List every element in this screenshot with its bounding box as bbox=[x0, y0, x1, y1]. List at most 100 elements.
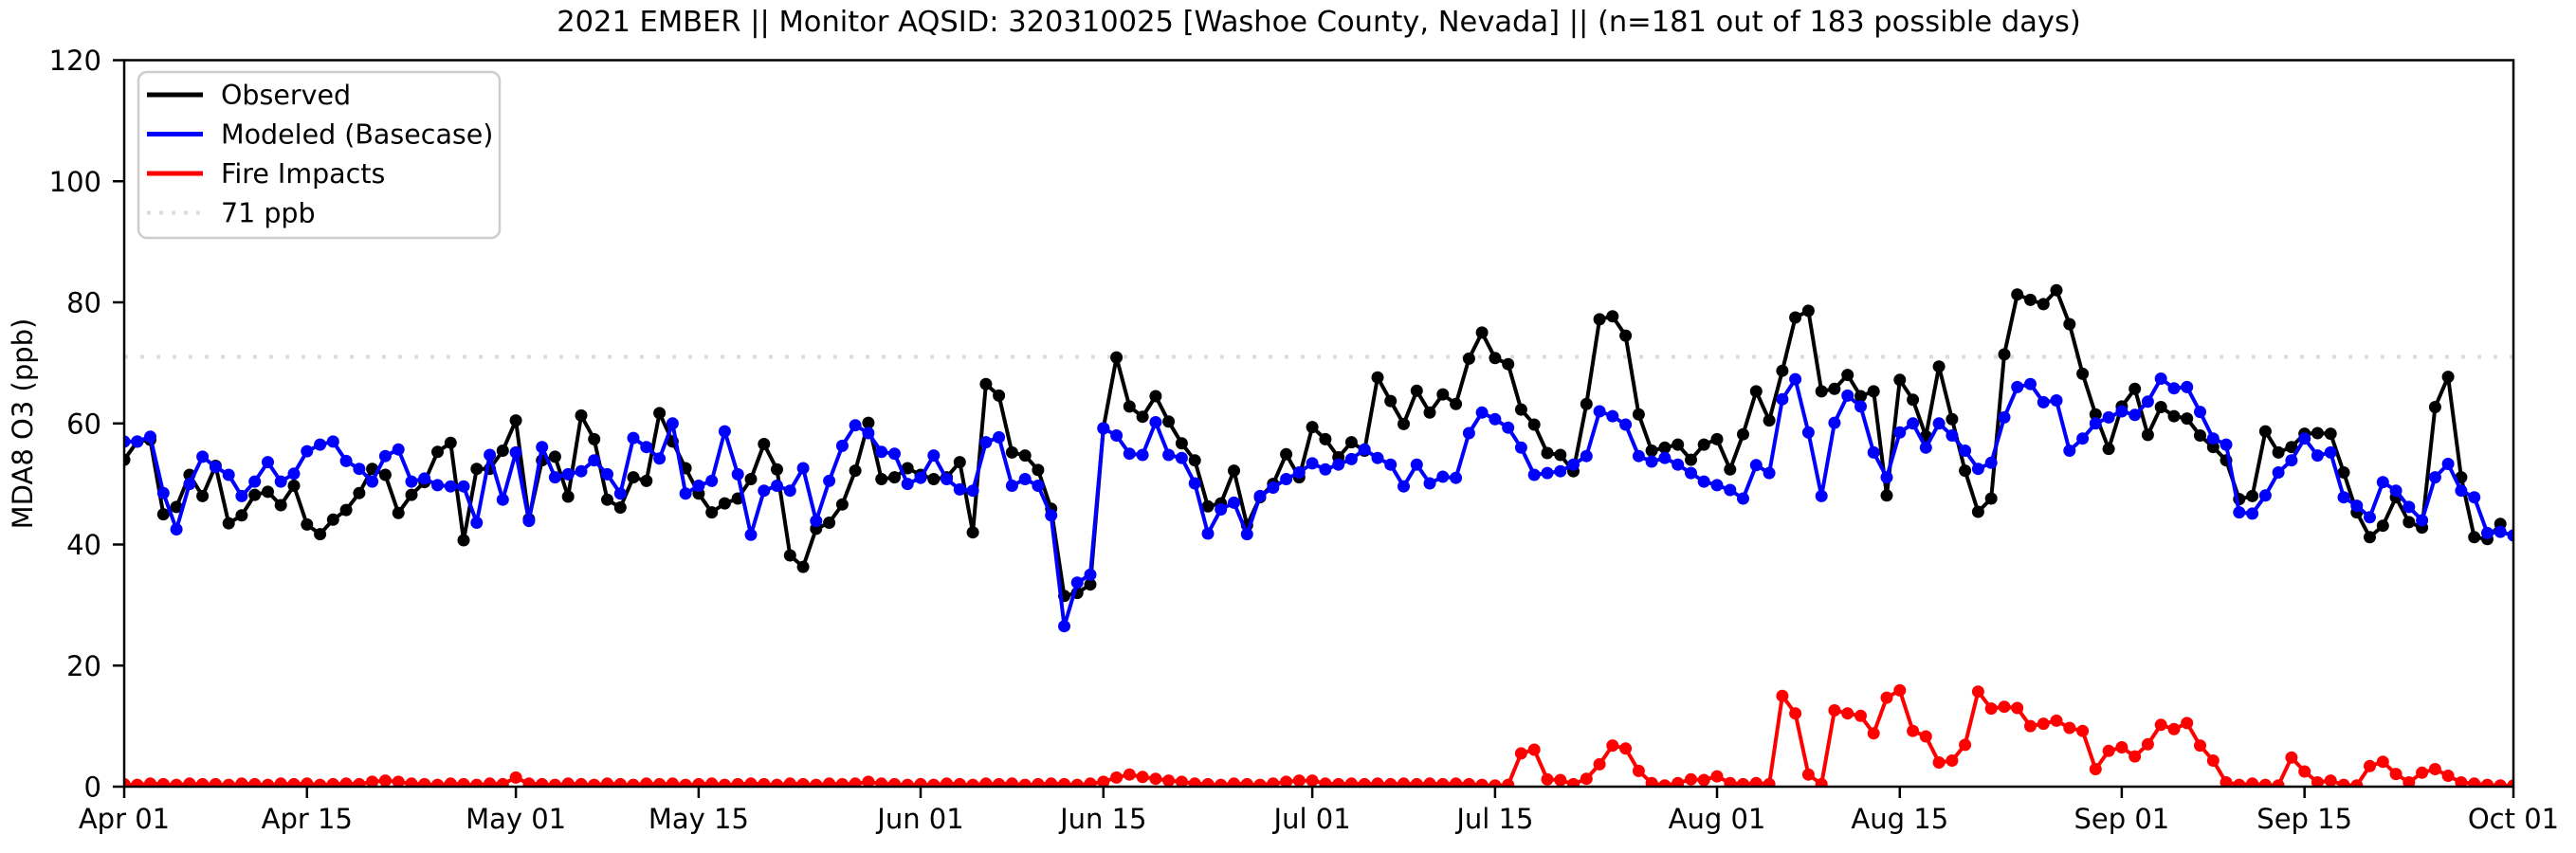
data-point-marker bbox=[156, 508, 170, 521]
data-point-marker bbox=[875, 473, 888, 485]
data-point-marker bbox=[927, 449, 941, 463]
data-point-marker bbox=[222, 517, 235, 530]
data-point-marker bbox=[731, 467, 744, 481]
data-point-marker bbox=[771, 463, 783, 476]
data-point-marker bbox=[1880, 489, 1893, 502]
data-point-marker bbox=[692, 480, 705, 492]
data-point-marker bbox=[783, 484, 796, 498]
data-point-marker bbox=[966, 526, 979, 539]
data-point-marker bbox=[1136, 448, 1149, 462]
data-point-marker bbox=[209, 777, 222, 787]
data-point-marker bbox=[170, 500, 183, 514]
data-point-marker bbox=[1815, 489, 1828, 502]
data-point-marker bbox=[235, 777, 248, 787]
data-point-marker bbox=[392, 443, 405, 456]
data-point-marker bbox=[1018, 449, 1032, 463]
data-point-marker bbox=[2181, 717, 2194, 730]
data-point-marker bbox=[1162, 448, 1176, 462]
data-point-marker bbox=[1462, 777, 1475, 787]
data-point-marker bbox=[1502, 421, 1515, 434]
data-point-marker bbox=[1319, 463, 1332, 476]
data-point-marker bbox=[2324, 445, 2337, 459]
data-point-marker bbox=[1984, 702, 1998, 716]
data-point-marker bbox=[561, 490, 575, 503]
data-point-marker bbox=[2076, 724, 2090, 737]
data-point-marker bbox=[1932, 756, 1946, 769]
data-point-marker bbox=[1737, 492, 1749, 505]
data-point-marker bbox=[1919, 441, 1932, 454]
data-point-marker bbox=[1672, 458, 1685, 471]
data-point-marker bbox=[1907, 393, 1920, 407]
data-point-marker bbox=[1228, 496, 1240, 509]
data-point-marker bbox=[1398, 777, 1410, 787]
data-point-marker bbox=[287, 467, 301, 481]
data-point-marker bbox=[1423, 777, 1436, 787]
data-point-marker bbox=[1070, 778, 1084, 787]
data-point-marker bbox=[2402, 776, 2416, 787]
data-point-marker bbox=[326, 435, 339, 448]
data-point-marker bbox=[953, 456, 966, 469]
legend: Observed Modeled (Basecase) Fire Impacts… bbox=[137, 70, 502, 240]
data-point-marker bbox=[1801, 768, 1815, 781]
data-point-marker bbox=[758, 777, 771, 787]
data-point-marker bbox=[2037, 298, 2050, 311]
data-point-marker bbox=[548, 471, 561, 484]
data-point-marker bbox=[1971, 685, 1984, 699]
data-point-marker bbox=[366, 475, 379, 488]
data-point-marker bbox=[2102, 410, 2115, 424]
data-point-marker bbox=[2258, 425, 2272, 438]
data-point-marker bbox=[835, 439, 849, 452]
data-point-marker bbox=[796, 560, 810, 573]
y-tick-label: 0 bbox=[84, 771, 101, 804]
data-point-marker bbox=[2272, 445, 2285, 459]
data-point-marker bbox=[287, 480, 301, 492]
series-line bbox=[124, 376, 2513, 628]
data-point-marker bbox=[378, 774, 392, 787]
data-point-marker bbox=[653, 452, 667, 465]
data-point-marker bbox=[835, 777, 849, 787]
data-point-marker bbox=[993, 430, 1006, 444]
data-point-marker bbox=[2364, 511, 2376, 524]
data-point-marker bbox=[183, 777, 196, 787]
data-point-marker bbox=[2220, 438, 2233, 451]
data-point-marker bbox=[966, 778, 979, 787]
data-point-marker bbox=[1841, 369, 1854, 382]
data-point-marker bbox=[2102, 744, 2115, 757]
data-point-marker bbox=[1776, 392, 1789, 406]
data-point-marker bbox=[1410, 384, 1423, 397]
data-point-marker bbox=[849, 464, 862, 478]
data-point-marker bbox=[1789, 707, 1802, 720]
data-point-marker bbox=[2416, 514, 2429, 527]
data-point-marker bbox=[2311, 776, 2324, 787]
data-point-marker bbox=[301, 445, 314, 458]
data-point-marker bbox=[1358, 443, 1371, 456]
data-point-marker bbox=[1188, 477, 1201, 490]
data-point-marker bbox=[1280, 473, 1293, 485]
data-point-marker bbox=[2024, 719, 2037, 733]
data-point-marker bbox=[2389, 768, 2402, 781]
data-point-marker bbox=[1789, 372, 1802, 386]
data-point-marker bbox=[1240, 528, 1253, 541]
data-point-marker bbox=[2389, 484, 2402, 498]
data-point-marker bbox=[2285, 454, 2298, 467]
data-point-marker bbox=[1606, 310, 1619, 323]
data-point-marker bbox=[1841, 707, 1854, 720]
y-tick-label: 120 bbox=[49, 45, 101, 77]
data-point-marker bbox=[548, 778, 561, 787]
data-point-marker bbox=[2050, 714, 2063, 727]
y-axis: 0 20 40 60 80 100 120 bbox=[49, 45, 124, 804]
data-point-marker bbox=[1672, 438, 1685, 451]
data-point-marker bbox=[2272, 779, 2285, 787]
data-point-marker bbox=[1907, 724, 1920, 737]
data-point-marker bbox=[666, 777, 679, 787]
data-point-marker bbox=[1541, 466, 1554, 480]
data-point-marker bbox=[1240, 777, 1253, 787]
data-point-marker bbox=[444, 480, 457, 493]
data-point-marker bbox=[2507, 779, 2513, 787]
data-point-marker bbox=[2311, 426, 2324, 440]
data-point-marker bbox=[993, 777, 1006, 787]
data-point-marker bbox=[1580, 397, 1593, 410]
plot-border bbox=[122, 59, 2515, 789]
series-line bbox=[124, 288, 2503, 598]
data-point-marker bbox=[1097, 422, 1110, 435]
